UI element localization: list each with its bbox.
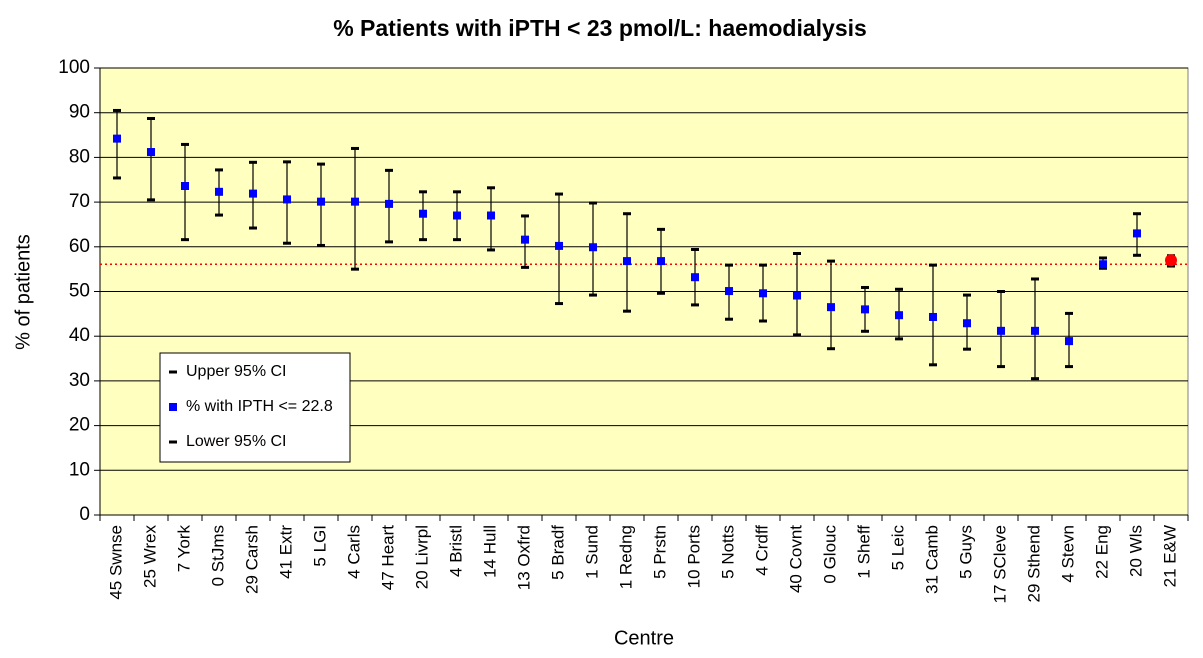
point	[895, 311, 903, 320]
point	[963, 319, 971, 328]
y-tick-label: 60	[69, 236, 90, 257]
x-tick-label: 5 LGI	[310, 525, 329, 567]
y-tick-label: 10	[69, 459, 90, 480]
point	[283, 195, 291, 204]
x-tick-label: 25 Wrex	[140, 525, 159, 588]
x-tick-label: 5 Prstn	[650, 525, 669, 579]
point	[861, 305, 869, 314]
x-tick-label: 1 Sheff	[854, 525, 873, 579]
x-tick-label: 21 E&W	[1160, 525, 1179, 587]
x-tick-label: 20 Wls	[1126, 525, 1145, 577]
x-tick-label: 41 Extr	[276, 525, 295, 579]
x-tick-label: 22 Eng	[1092, 525, 1111, 579]
point	[1133, 229, 1141, 238]
point	[385, 199, 393, 208]
point	[1065, 337, 1073, 346]
x-tick-label: 1 Redng	[616, 525, 635, 589]
point	[691, 273, 699, 282]
point	[725, 287, 733, 296]
point	[249, 189, 257, 198]
x-tick-label: 5 Notts	[718, 525, 737, 579]
point	[827, 303, 835, 312]
x-tick-label: 0 Glouc	[820, 525, 839, 584]
legend-marker	[169, 403, 177, 411]
x-tick-label: 10 Ports	[684, 525, 703, 588]
point	[1031, 326, 1039, 335]
x-tick-label: 45 Swnse	[106, 525, 125, 600]
x-tick-label: 7 York	[174, 525, 193, 573]
y-tick-label: 40	[69, 325, 90, 346]
point	[521, 235, 529, 244]
y-tick-label: 100	[58, 57, 90, 78]
point	[793, 291, 801, 300]
point	[1165, 254, 1177, 267]
x-tick-label: 5 Guys	[956, 525, 975, 579]
x-tick-label: 40 Covnt	[786, 525, 805, 593]
point	[589, 243, 597, 252]
point	[113, 134, 121, 143]
point	[759, 289, 767, 298]
x-tick-label: 17 SCleve	[990, 525, 1009, 603]
x-tick-label: 4 Crdff	[752, 525, 771, 576]
x-axis-label: Centre	[614, 627, 674, 649]
x-tick-label: 20 Livrpl	[412, 525, 431, 589]
point	[1099, 260, 1107, 269]
x-tick-label: 47 Heart	[378, 525, 397, 590]
point	[215, 187, 223, 196]
y-tick-label: 20	[69, 415, 90, 436]
x-tick-label: 13 Oxfrd	[514, 525, 533, 590]
y-tick-label: 80	[69, 146, 90, 167]
point	[181, 182, 189, 191]
point	[147, 148, 155, 157]
point	[997, 326, 1005, 335]
point	[351, 197, 359, 206]
point	[657, 257, 665, 266]
x-tick-label: 0 StJms	[208, 525, 227, 586]
x-tick-label: 1 Sund	[582, 525, 601, 579]
point	[317, 197, 325, 206]
point	[555, 241, 563, 250]
x-tick-label: 29 Carsh	[242, 525, 261, 594]
point	[487, 211, 495, 220]
x-tick-label: 31 Camb	[922, 525, 941, 594]
y-tick-label: 70	[69, 191, 90, 212]
legend-label: Lower 95% CI	[186, 433, 287, 450]
x-tick-label: 5 Leic	[888, 525, 907, 571]
y-tick-label: 50	[69, 281, 90, 302]
y-axis-label: % of patients	[12, 234, 34, 350]
legend-box	[159, 352, 351, 463]
legend-label: Upper 95% CI	[186, 363, 287, 380]
point	[929, 312, 937, 321]
legend-label: % with IPTH <= 22.8	[186, 398, 333, 415]
point	[453, 211, 461, 220]
x-tick-label: 4 Bristl	[446, 525, 465, 577]
x-tick-label: 5 Bradf	[548, 525, 567, 580]
x-tick-label: 29 Sthend	[1024, 525, 1043, 603]
x-tick-label: 4 Carls	[344, 525, 363, 579]
y-tick-label: 90	[69, 102, 90, 123]
y-tick-label: 30	[69, 370, 90, 391]
x-tick-label: 4 Stevn	[1058, 525, 1077, 583]
x-tick-label: 14 Hull	[480, 525, 499, 578]
y-tick-label: 0	[79, 504, 90, 525]
point	[419, 209, 427, 218]
chart-title: % Patients with iPTH < 23 pmol/L: haemod…	[333, 15, 867, 41]
point	[623, 257, 631, 266]
